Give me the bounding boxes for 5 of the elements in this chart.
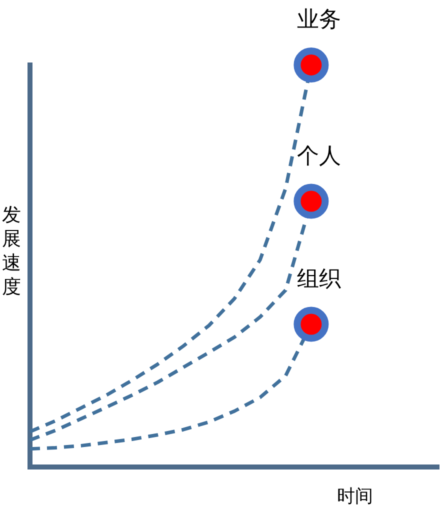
series-label: 组织 [297, 267, 342, 292]
series-label: 业务 [297, 8, 342, 33]
y-axis-title: 发展速度 [2, 203, 22, 299]
series-label: 个人 [297, 144, 342, 169]
x-axis-title: 时间 [337, 485, 373, 508]
